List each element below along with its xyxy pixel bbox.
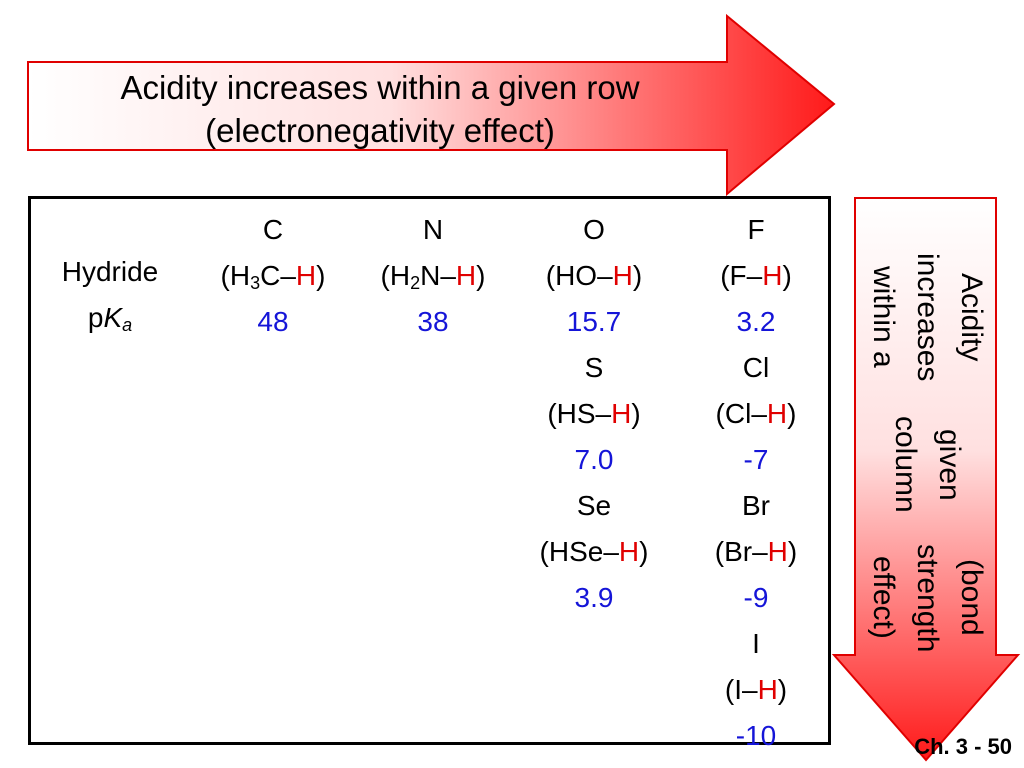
element-symbol: I: [752, 628, 760, 659]
pka-a: a: [122, 315, 133, 335]
hydride-formula: (Cl–H): [715, 398, 797, 429]
element-symbol: Se: [576, 490, 612, 521]
cell-carbon: C (H3C–H) 48: [198, 207, 348, 345]
hydride-formula: (H2N–H): [380, 260, 486, 293]
pka-label: pKa: [45, 295, 175, 341]
element-symbol: F: [747, 214, 765, 245]
column-trend-label: Acidity increases within a given column …: [857, 220, 997, 680]
column-trend-line3: (bond strength effect): [867, 543, 988, 653]
cell-iodine: I (I–H) -10: [681, 621, 831, 759]
pka-value: 38: [417, 306, 449, 337]
element-symbol: C: [262, 214, 284, 245]
pka-value: 15.7: [566, 306, 622, 337]
pka-value: -7: [743, 444, 769, 475]
row-trend-line1: Acidity increases within a given row: [120, 69, 640, 106]
element-symbol: N: [422, 214, 444, 245]
column-trend-line1: Acidity increases within a: [867, 252, 988, 381]
pka-value: -9: [743, 582, 769, 613]
element-symbol: Cl: [742, 352, 770, 383]
cell-nitrogen: N (H2N–H) 38: [358, 207, 508, 345]
cell-chlorine: Cl (Cl–H) -7: [681, 345, 831, 483]
cell-bromine: Br (Br–H) -9: [681, 483, 831, 621]
pka-value: 7.0: [574, 444, 614, 475]
slide-number: Ch. 3 - 50: [914, 734, 1012, 759]
pka-value: -10: [735, 720, 777, 751]
pka-value: 3.2: [736, 306, 776, 337]
hydride-formula: (HS–H): [547, 398, 641, 429]
hydride-formula: (HSe–H): [539, 536, 649, 567]
row-trend-line2: (electronegativity effect): [205, 112, 555, 149]
cell-sulfur: S (HS–H) 7.0: [519, 345, 669, 483]
hydride-formula: (I–H): [724, 674, 788, 705]
cell-selenium: Se (HSe–H) 3.9: [519, 483, 669, 621]
row-trend-label: Acidity increases within a given row (el…: [30, 66, 730, 152]
hydride-formula: (H3C–H): [220, 260, 326, 293]
hydride-formula: (Br–H): [714, 536, 798, 567]
cell-fluorine: F (F–H) 3.2: [681, 207, 831, 345]
pka-p: p: [87, 302, 104, 333]
pka-value: 48: [257, 306, 289, 337]
hydride-label: Hydride: [61, 256, 159, 287]
element-symbol: Br: [742, 490, 770, 521]
column-trend-line2: given column: [889, 416, 966, 513]
pka-k: K: [103, 302, 123, 333]
hydride-formula: (F–H): [720, 260, 792, 291]
pka-value: 3.9: [574, 582, 614, 613]
row-trend-arrow: [27, 13, 836, 197]
element-symbol: S: [584, 352, 604, 383]
column-trend-arrow: [831, 197, 1021, 762]
hydride-table: Hydride pKa C (H3C–H) 48 N (H2N–H) 38 O …: [28, 196, 831, 751]
hydride-formula: (HO–H): [545, 260, 643, 291]
cell-oxygen: O (HO–H) 15.7: [519, 207, 669, 345]
element-symbol: O: [583, 214, 605, 245]
